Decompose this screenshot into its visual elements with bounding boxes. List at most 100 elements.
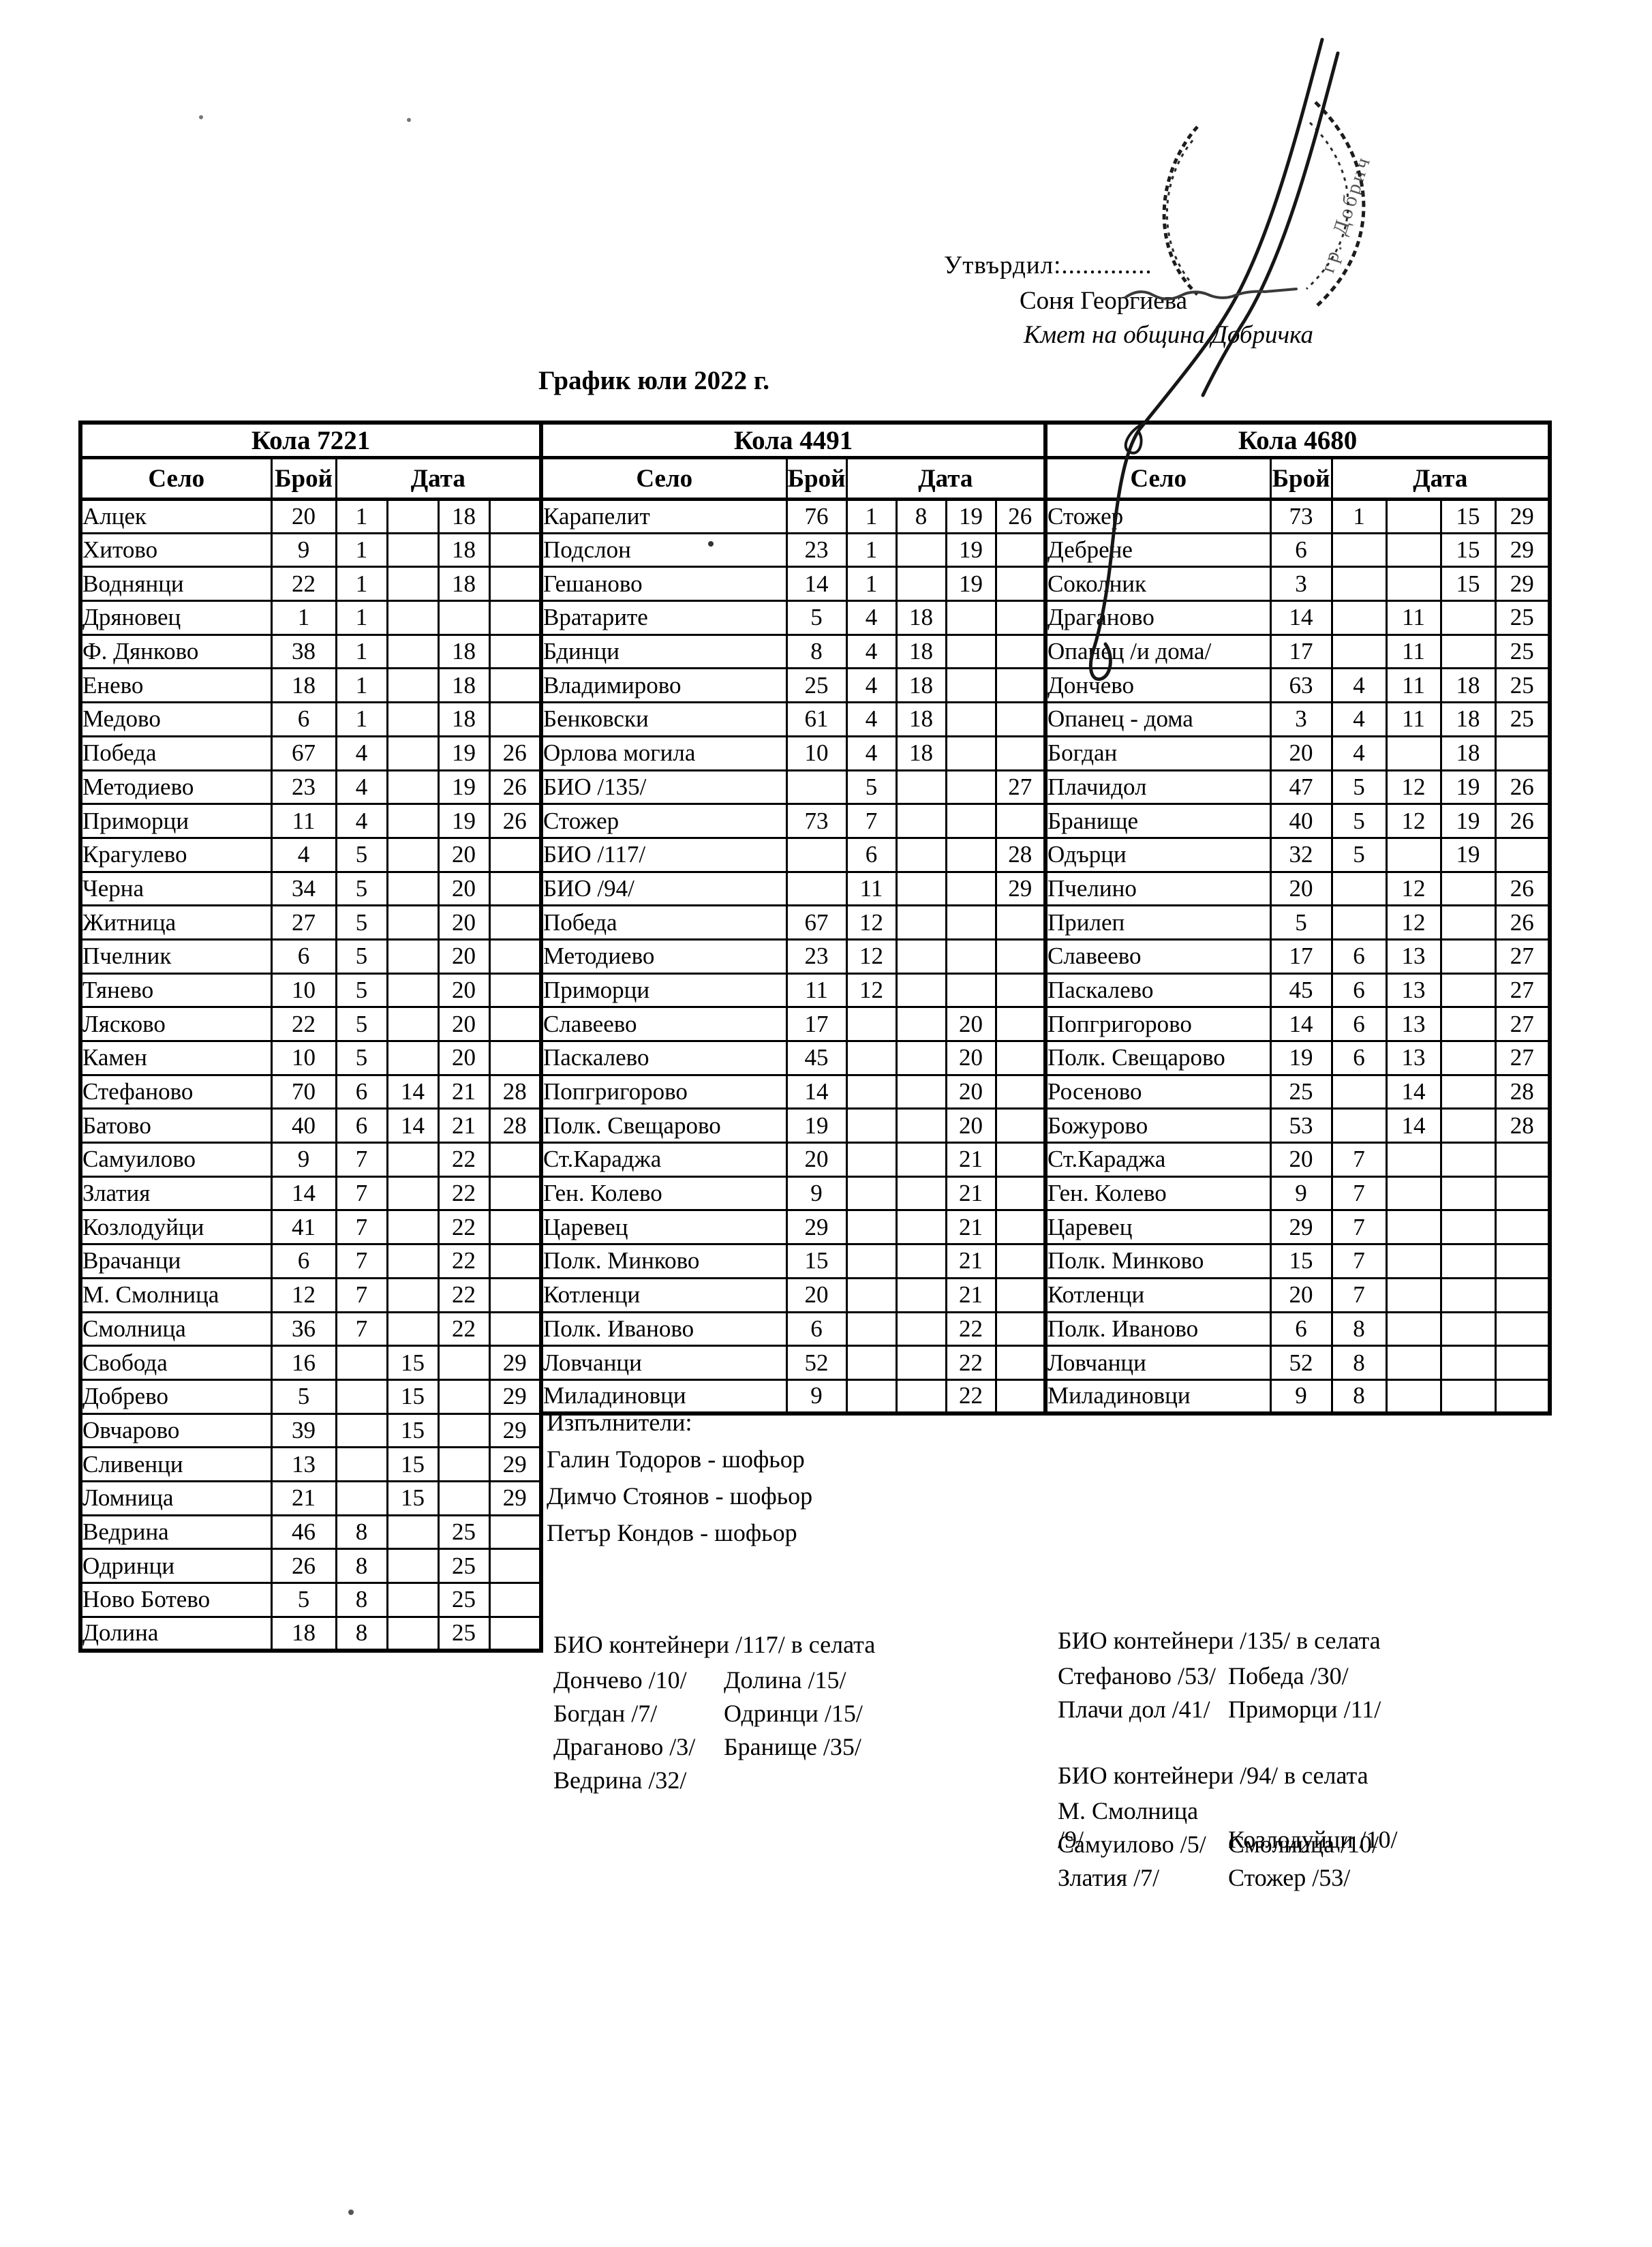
table-row: Божурово 53 14 28: [1044, 1107, 1551, 1144]
date-cell: [1385, 1378, 1442, 1415]
date-cell: [1385, 1277, 1442, 1313]
count-cell: 9: [270, 532, 337, 568]
date-cell: [488, 1040, 542, 1076]
village-cell: Добрево: [79, 1378, 273, 1415]
table-row: Стожер 73 7: [540, 803, 1047, 839]
date-cell: [1385, 566, 1442, 602]
count-cell: 21: [270, 1480, 337, 1516]
village-cell: Медово: [79, 701, 273, 737]
date-cell: 29: [994, 870, 1047, 907]
date-cell: 20: [437, 870, 491, 907]
village-cell: М. Смолница: [79, 1277, 273, 1313]
date-cell: [994, 735, 1047, 771]
date-cell: 4: [1330, 735, 1388, 771]
date-cell: 27: [1494, 972, 1551, 1009]
scan-speck: [348, 2210, 354, 2215]
date-cell: [1385, 1243, 1442, 1279]
village-cell: БИО /94/: [540, 870, 788, 907]
date-cell: 6: [1330, 1040, 1388, 1076]
date-cell: [945, 904, 997, 941]
table-row: Житница 27 5 20: [79, 904, 542, 941]
bio-line: Самуилово /5/Смолница /10/: [1058, 1830, 1548, 1863]
village-cell: Камен: [79, 1040, 273, 1076]
date-cell: 15: [386, 1480, 440, 1516]
date-cell: 14: [386, 1107, 440, 1144]
date-cell: 20: [437, 938, 491, 975]
village-cell: Полк. Свещарово: [1044, 1040, 1272, 1076]
table-row: Пчелник 6 5 20: [79, 938, 542, 975]
date-cell: 19: [437, 735, 491, 771]
date-cell: [1330, 870, 1388, 907]
village-cell: Ведрина: [79, 1514, 273, 1550]
date-cell: [386, 667, 440, 704]
column-header-count: Брой: [1269, 457, 1333, 501]
bio-entry: Дончево /10/: [553, 1666, 687, 1694]
date-cell: 15: [386, 1378, 440, 1415]
date-cell: [488, 566, 542, 602]
column-header-count: Брой: [785, 457, 848, 501]
village-cell: Славеево: [540, 1006, 788, 1042]
village-cell: Царевец: [1044, 1209, 1272, 1246]
date-cell: [1439, 1142, 1497, 1178]
date-cell: 5: [1330, 803, 1388, 839]
bio-block-117: БИО контейнери /117/ в селата Дончево /1…: [553, 1630, 1030, 1799]
table-row: Ловчанци 52 8: [1044, 1345, 1551, 1381]
scan-speck: [407, 118, 411, 122]
date-cell: 22: [437, 1277, 491, 1313]
date-cell: [488, 1142, 542, 1178]
bio-entry: Драганово /3/: [553, 1733, 696, 1760]
date-cell: [1439, 1175, 1497, 1212]
count-cell: 14: [785, 566, 848, 602]
date-cell: 4: [335, 735, 388, 771]
village-cell: БИО /135/: [540, 769, 788, 806]
date-cell: 12: [1385, 803, 1442, 839]
village-cell: Лясково: [79, 1006, 273, 1042]
date-cell: 20: [437, 904, 491, 941]
table-row: Попгригорово 14 6 13 27: [1044, 1006, 1551, 1042]
table-row: Подслон 23 1 19: [540, 532, 1047, 568]
table-row: Опанец - дома 3 4 11 18 25: [1044, 701, 1551, 737]
date-cell: [1385, 498, 1442, 534]
date-cell: 29: [488, 1412, 542, 1449]
bio-entry: Одринци /15/: [724, 1700, 863, 1727]
village-cell: Победа: [79, 735, 273, 771]
date-cell: [994, 1142, 1047, 1178]
date-cell: 8: [895, 498, 947, 534]
date-cell: [1439, 1073, 1497, 1110]
date-cell: [845, 1378, 898, 1415]
approver-name: Соня Георгиева: [1020, 287, 1188, 315]
date-cell: [845, 1107, 898, 1144]
column-header-village: Село: [540, 457, 788, 501]
date-cell: [895, 1006, 947, 1042]
date-cell: [895, 1107, 947, 1144]
date-cell: [994, 1345, 1047, 1381]
village-cell: Смолница: [79, 1311, 273, 1347]
count-cell: 15: [785, 1243, 848, 1279]
date-cell: 1: [335, 498, 388, 534]
table-row: Царевец 29 21: [540, 1209, 1047, 1246]
village-cell: Опанец - дома: [1044, 701, 1272, 737]
date-cell: [488, 1311, 542, 1347]
table-row: Стефаново 70 6 14 21 28: [79, 1073, 542, 1110]
date-cell: [845, 1277, 898, 1313]
date-cell: [1494, 1277, 1551, 1313]
table-row: Миладиновци 9 8: [1044, 1378, 1551, 1415]
village-cell: Драганово: [1044, 600, 1272, 636]
bio-entry: Богдан /7/: [553, 1700, 658, 1727]
date-cell: 26: [1494, 803, 1551, 839]
date-cell: 18: [437, 633, 491, 670]
bio-entry: Самуилово /5/: [1058, 1831, 1206, 1858]
village-cell: Ловчанци: [1044, 1345, 1272, 1381]
date-cell: 20: [945, 1040, 997, 1076]
date-cell: 5: [335, 1040, 388, 1076]
table-row: Бдинци 8 4 18: [540, 633, 1047, 670]
schedule-table-kola-7221: Кола 7221 Село Брой Дата Алцек 20 1 18 Хитов…: [78, 421, 544, 1653]
date-cell: [1494, 1142, 1551, 1178]
date-cell: 22: [437, 1311, 491, 1347]
date-cell: [488, 870, 542, 907]
village-cell: Ломница: [79, 1480, 273, 1516]
village-cell: Стожер: [540, 803, 788, 839]
date-cell: [945, 769, 997, 806]
date-cell: 25: [437, 1514, 491, 1550]
date-cell: 29: [488, 1480, 542, 1516]
